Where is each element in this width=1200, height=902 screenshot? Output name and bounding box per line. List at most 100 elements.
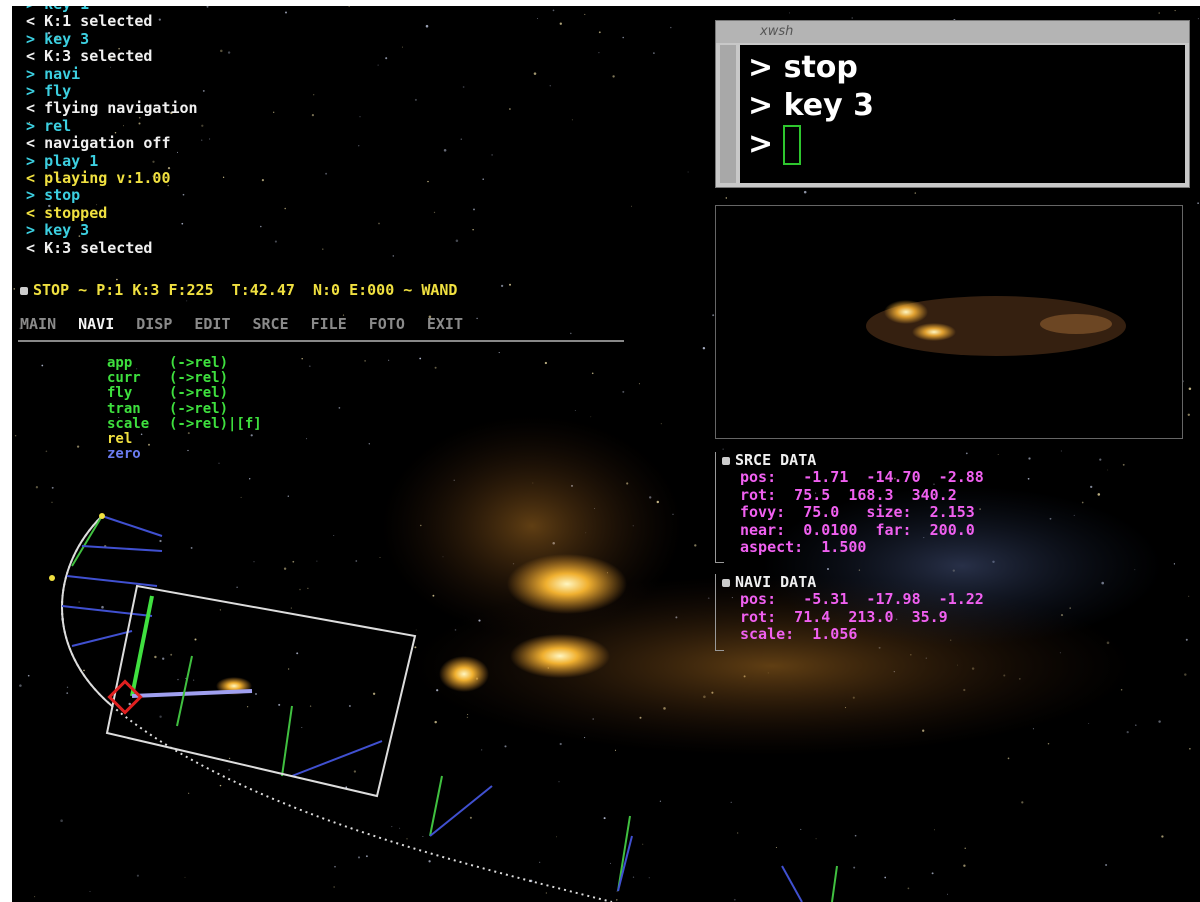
star: [284, 207, 286, 210]
star: [138, 116, 141, 119]
star: [1197, 202, 1199, 204]
star: [111, 380, 113, 382]
star: [322, 248, 324, 250]
panel-line: scale: 1.056: [740, 625, 858, 644]
star: [965, 452, 968, 455]
star: [348, 6, 351, 7]
star: [135, 19, 137, 21]
terminal-body: > stop > key 3 >: [740, 45, 1185, 183]
star: [306, 438, 308, 440]
console-prefix: >: [26, 116, 36, 135]
star: [170, 653, 173, 656]
star: [202, 89, 205, 92]
star: [136, 368, 138, 370]
submenu-item[interactable]: zero: [107, 447, 262, 462]
star: [552, 9, 555, 12]
star: [1032, 728, 1034, 730]
menu-item[interactable]: EDIT: [194, 315, 231, 333]
star: [429, 319, 431, 321]
submenu-name: fly: [107, 385, 133, 402]
console-line: > stop: [26, 187, 198, 204]
star: [570, 332, 572, 335]
star: [622, 36, 624, 39]
star: [34, 896, 36, 898]
star: [462, 86, 465, 88]
submenu-action: (->rel)|[f]: [169, 415, 262, 432]
terminal-lines: > stop > key 3 >: [748, 49, 874, 165]
star: [622, 390, 625, 393]
star: [609, 862, 612, 864]
star: [504, 745, 507, 748]
star: [188, 792, 190, 794]
star: [377, 64, 379, 66]
star: [333, 886, 335, 888]
menu-item[interactable]: MAIN: [20, 315, 57, 333]
star: [1007, 757, 1010, 760]
star: [228, 757, 231, 760]
star: [159, 539, 162, 543]
terminal-prompt: >: [748, 126, 774, 162]
menu-item[interactable]: SRCE: [252, 315, 289, 333]
star: [933, 483, 935, 485]
star: [333, 535, 335, 536]
star: [51, 486, 54, 489]
menu-item[interactable]: DISP: [136, 315, 173, 333]
star: [66, 686, 69, 688]
star: [128, 702, 131, 706]
terminal-line: > stop: [748, 49, 874, 87]
star: [1184, 673, 1187, 676]
star: [1189, 748, 1191, 750]
galaxy-knot: [439, 656, 489, 692]
star: [308, 365, 311, 368]
terminal-cursor: [783, 125, 802, 165]
submenu-item[interactable]: tran (->rel): [107, 401, 262, 417]
preview-panel: [715, 205, 1183, 439]
menu-item[interactable]: NAVI: [78, 315, 115, 333]
menu-item[interactable]: EXIT: [426, 315, 463, 333]
submenu-name: curr: [107, 370, 141, 387]
console-prefix: >: [26, 6, 35, 13]
star: [218, 462, 220, 464]
star: [659, 800, 662, 802]
star: [186, 300, 188, 302]
panel-bracket: [715, 452, 724, 563]
star: [800, 828, 802, 830]
star: [152, 160, 155, 163]
star: [301, 726, 303, 729]
star: [964, 847, 966, 849]
submenu-item[interactable]: app (->rel): [107, 355, 262, 371]
submenu-action: (->rel): [169, 385, 229, 402]
terminal-scrollbar[interactable]: [720, 45, 736, 183]
submenu-item[interactable]: rel: [107, 431, 262, 447]
star: [13, 288, 15, 290]
menu-item[interactable]: FILE: [310, 315, 347, 333]
star: [170, 111, 173, 115]
star: [854, 834, 857, 837]
star: [653, 52, 655, 54]
star: [427, 180, 429, 183]
star: [78, 601, 80, 603]
star: [591, 372, 594, 375]
flight-path: [61, 515, 113, 707]
submenu-item[interactable]: scale (->rel)|[f]: [107, 415, 262, 432]
console-text: K:3 selected: [44, 238, 153, 257]
keyframe: [49, 575, 55, 581]
star: [414, 98, 417, 101]
console-line: > key 3: [26, 222, 198, 239]
star: [96, 204, 98, 206]
galaxy-cloud: [762, 486, 1162, 646]
star: [250, 434, 253, 437]
star: [559, 22, 562, 25]
star: [167, 184, 169, 187]
star: [1120, 689, 1123, 691]
star: [348, 705, 351, 707]
status-text: STOP ~ P:1 K:3 F:225 T:42.47 N:0 E:000 ~…: [33, 281, 458, 299]
menu-item[interactable]: FOTO: [368, 315, 405, 333]
star: [261, 179, 264, 182]
star: [963, 864, 966, 867]
submenu-item[interactable]: fly (->rel): [107, 386, 262, 401]
star: [803, 190, 807, 194]
star: [851, 17, 853, 19]
star: [1107, 469, 1109, 471]
submenu-item[interactable]: curr (->rel): [107, 371, 262, 386]
